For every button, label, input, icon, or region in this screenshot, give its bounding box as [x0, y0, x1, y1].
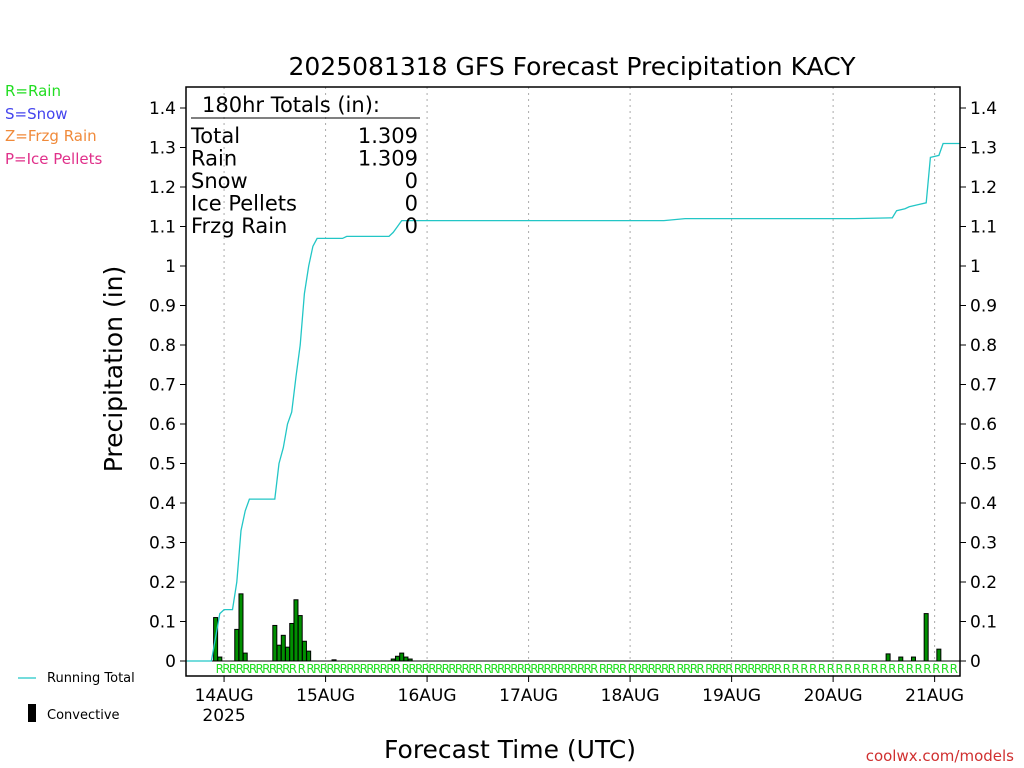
convective-bar [394, 655, 400, 662]
y-tick-label-left: 0.2 [149, 573, 176, 593]
y-tick-label-right: 0.6 [970, 415, 997, 435]
convective-bar [217, 656, 223, 662]
totals-header: 180hr Totals (in): [202, 93, 380, 117]
x-tick-label: 14AUG [195, 686, 254, 706]
y-tick-label-left: 1 [165, 257, 176, 277]
convective-bar [407, 658, 413, 662]
y-tick-label-right: 0.5 [970, 455, 997, 475]
y-tick-label-right: 0.4 [970, 494, 997, 514]
convective-bar [403, 656, 409, 662]
y-tick-label-right: 0.9 [970, 297, 997, 317]
x-tick-label: 16AUG [398, 686, 457, 706]
convective-bar [285, 646, 291, 662]
y-tick-label-left: 1.1 [149, 218, 176, 238]
legend-frzg-rain: Z=Frzg Rain [5, 127, 97, 145]
x-year-label: 2025 [202, 706, 245, 726]
convective-bar [923, 613, 929, 662]
y-tick-label-right: 1.3 [970, 139, 997, 159]
totals-value: 0 [405, 169, 418, 193]
convective-bar [910, 656, 916, 662]
totals-label: Snow [191, 169, 248, 193]
y-tick-label-left: 0.9 [149, 297, 176, 317]
chart-title: 2025081318 GFS Forecast Precipitation KA… [289, 52, 857, 81]
totals-label: Total [190, 124, 240, 148]
convective-bar [390, 658, 396, 662]
y-tick-label-left: 0.6 [149, 415, 176, 435]
legend-rain: R=Rain [5, 82, 61, 100]
legend-snow: S=Snow [5, 105, 68, 123]
y-tick-label-right: 1 [970, 257, 981, 277]
site-credit: coolwx.com/models [866, 747, 1014, 765]
y-tick-label-right: 1.4 [970, 99, 997, 119]
y-tick-label-left: 0.3 [149, 534, 176, 554]
convective-bar [306, 650, 312, 662]
y-axis-label: Precipitation (in) [99, 266, 128, 473]
y-tick-label-right: 0.2 [970, 573, 997, 593]
convective-bar [399, 652, 405, 662]
convective-bar [238, 593, 244, 662]
y-tick-label-left: 0.8 [149, 336, 176, 356]
totals-value: 1.309 [358, 124, 418, 148]
convective-bar [280, 634, 286, 662]
convective-bar [301, 640, 307, 662]
x-tick-label: 21AUG [905, 686, 964, 706]
x-tick-label: 18AUG [601, 686, 660, 706]
y-tick-label-left: 0 [165, 652, 176, 672]
legend-ice-pellets: P=Ice Pellets [5, 150, 103, 168]
convective-bar [242, 652, 248, 662]
legend-convective-swatch [28, 704, 36, 722]
y-tick-label-right: 0.1 [970, 613, 997, 633]
y-tick-label-right: 0.3 [970, 534, 997, 554]
y-tick-label-left: 1.2 [149, 178, 176, 198]
convective-bar [289, 622, 295, 662]
convective-bar [936, 648, 942, 662]
y-tick-label-right: 1.1 [970, 218, 997, 238]
y-tick-label-right: 0 [970, 652, 981, 672]
y-tick-label-left: 0.4 [149, 494, 176, 514]
convective-bar [331, 659, 337, 662]
convective-bar [276, 644, 282, 662]
convective-bar [293, 599, 299, 662]
totals-value: 1.309 [358, 147, 418, 171]
x-tick-label: 15AUG [296, 686, 355, 706]
running-total-line [186, 142, 960, 662]
convective-bar [297, 615, 303, 662]
x-tick-label: 20AUG [804, 686, 863, 706]
y-tick-label-right: 0.7 [970, 376, 997, 396]
y-tick-label-left: 0.7 [149, 376, 176, 396]
totals-value: 0 [405, 214, 418, 238]
precip-type-codes: RRRRRRRRRRRR R RRRRRRRRRRRRRR RRRRRRRRRR… [216, 662, 958, 676]
plot-frame [185, 86, 961, 677]
totals-label: Frzg Rain [191, 214, 287, 238]
y-tick-label-left: 1.4 [149, 99, 176, 119]
legend-convective-label: Convective [47, 708, 120, 723]
y-tick-label-left: 1.3 [149, 139, 176, 159]
y-tick-label-right: 1.2 [970, 178, 997, 198]
convective-bar [898, 656, 904, 662]
y-tick-label-left: 0.5 [149, 455, 176, 475]
convective-bar [234, 628, 240, 662]
totals-value: 0 [405, 192, 418, 216]
y-tick-label-right: 0.8 [970, 336, 997, 356]
x-tick-label: 19AUG [702, 686, 761, 706]
series-legend: Running Total Convective [18, 671, 135, 723]
convective-bar [272, 624, 278, 662]
convective-bar [885, 653, 891, 662]
totals-box: 180hr Totals (in): Total 1.309 Rain 1.309 Sn… [190, 93, 420, 238]
x-axis-label: Forecast Time (UTC) [384, 735, 636, 764]
totals-label: Ice Pellets [191, 192, 297, 216]
totals-label: Rain [191, 147, 237, 171]
x-tick-label: 17AUG [499, 686, 558, 706]
legend-running-total-label: Running Total [47, 671, 135, 686]
y-tick-label-left: 0.1 [149, 613, 176, 633]
